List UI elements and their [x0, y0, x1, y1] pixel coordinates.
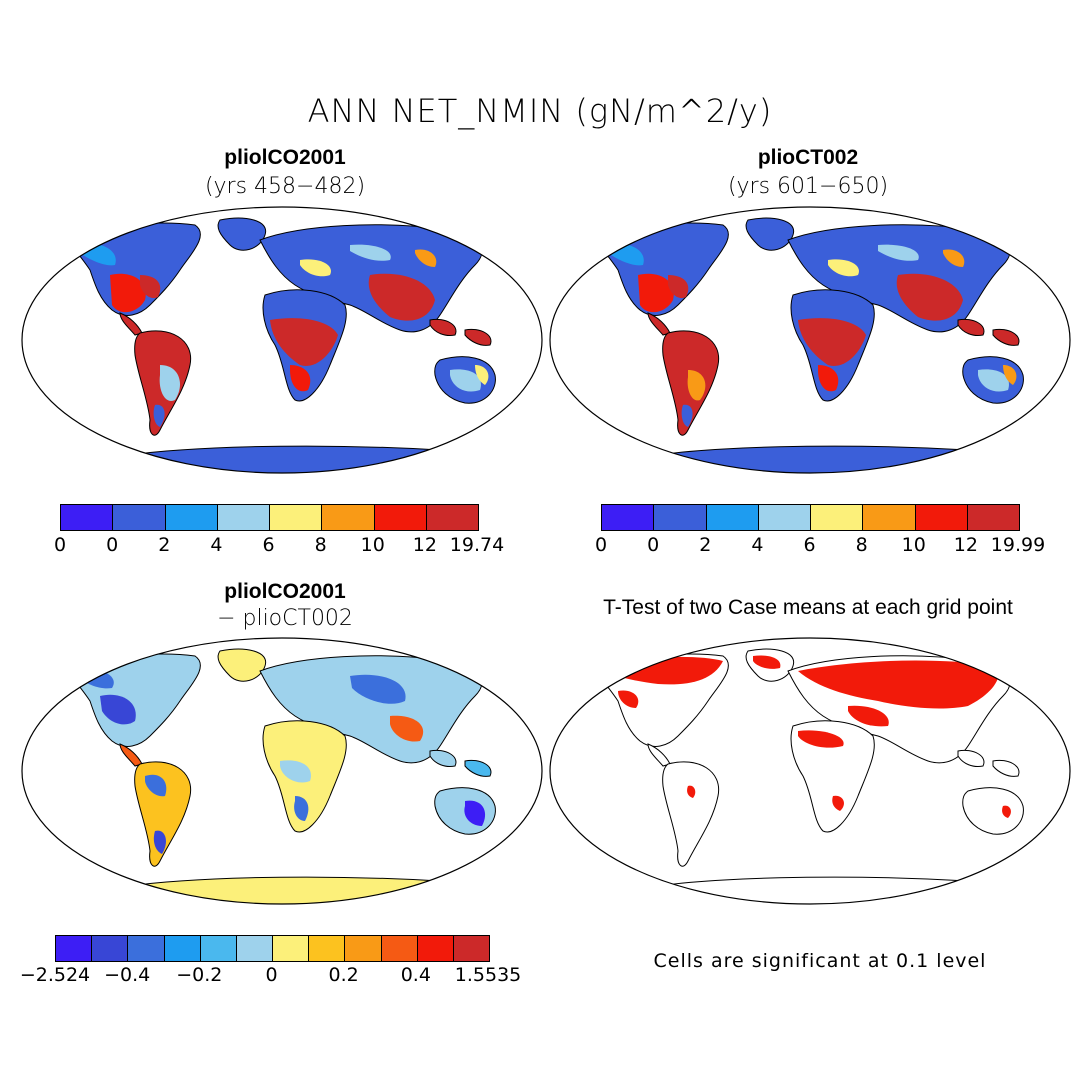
panel-2-subtitle: (yrs 601−650)	[727, 174, 889, 199]
colorbar-tick-label: 0	[106, 534, 119, 556]
colorbar-swatch	[273, 936, 310, 961]
colorbar-swatch	[236, 936, 274, 961]
map-panel-2	[549, 206, 1071, 474]
colorbar-swatch	[128, 936, 165, 961]
colorbar-tick-label: 1.5535	[454, 964, 522, 986]
colorbar-swatch	[602, 505, 655, 530]
colorbar-tick-label: 0.4	[400, 964, 431, 986]
colorbar-swatch	[345, 936, 382, 961]
colorbar-swatch	[200, 936, 237, 961]
colorbar-tick-label: −0.2	[176, 964, 223, 986]
colorbar-swatch	[915, 505, 968, 530]
colorbar-tick-label: 4	[210, 534, 223, 556]
colorbar-swatch	[92, 936, 129, 961]
colorbar-swatch	[270, 505, 323, 530]
colorbar-tick-label: 0	[265, 964, 278, 986]
colorbar-swatch	[113, 505, 166, 530]
panel-3-subtitle: − plioCT002	[217, 606, 353, 631]
colorbar-swatch	[374, 505, 427, 530]
colorbar-tick-label: 0	[594, 534, 608, 556]
significance-note: Cells are significant at 0.1 level	[653, 950, 987, 972]
panel-2-title: plioCT002	[757, 146, 859, 169]
colorbar-tick-label: 2	[699, 534, 712, 556]
colorbar-swatch	[654, 505, 707, 530]
colorbar-swatch	[811, 505, 864, 530]
colorbar-2	[601, 504, 1020, 531]
colorbar-tick-label: 0.2	[328, 964, 359, 986]
colorbar-swatch	[417, 936, 454, 961]
colorbar-tick-label: 4	[751, 534, 764, 556]
panel-1-subtitle: (yrs 458−482)	[204, 174, 366, 199]
colorbar-tick-label: 6	[803, 534, 816, 556]
panel-4-title: T-Test of two Case means at each grid po…	[603, 596, 1013, 619]
colorbar-swatch	[381, 936, 418, 961]
map-panel-4	[549, 637, 1071, 905]
colorbar-tick-label: −2.524	[19, 964, 91, 986]
colorbar-swatch	[706, 505, 759, 530]
colorbar-tick-label: 19.99	[990, 534, 1046, 556]
colorbar-swatch	[453, 936, 490, 961]
colorbar-tick-label: 10	[901, 534, 926, 556]
colorbar-1	[60, 504, 479, 531]
colorbar-swatch	[758, 505, 811, 530]
colorbar-2-ticks: 0 0 2 4 6 8 10 12 19.99	[595, 534, 1045, 558]
colorbar-swatch	[322, 505, 375, 530]
colorbar-tick-label: 10	[360, 534, 385, 556]
colorbar-tick-label: −0.4	[104, 964, 151, 986]
colorbar-swatch	[165, 505, 218, 530]
colorbar-swatch	[164, 936, 201, 961]
figure-title: ANN NET_NMIN (gN/m^2/y)	[307, 92, 773, 130]
map-panel-3	[21, 637, 543, 905]
map-panel-1	[21, 206, 543, 474]
colorbar-tick-label: 0	[647, 534, 660, 556]
colorbar-3-ticks: −2.524 −0.4 −0.2 0 0.2 0.4 1.5535	[20, 964, 521, 988]
colorbar-swatch	[217, 505, 270, 530]
colorbar-tick-label: 8	[314, 534, 327, 556]
colorbar-swatch	[426, 505, 478, 530]
colorbar-tick-label: 2	[158, 534, 171, 556]
panel-3-title: pliolCO2001	[224, 580, 346, 603]
colorbar-tick-label: 12	[412, 534, 437, 556]
colorbar-swatch	[863, 505, 916, 530]
colorbar-swatch	[61, 505, 114, 530]
panel-1-title: pliolCO2001	[224, 146, 346, 169]
colorbar-tick-label: 19.74	[449, 534, 505, 556]
colorbar-tick-label: 8	[855, 534, 868, 556]
colorbar-tick-label: 12	[953, 534, 978, 556]
colorbar-1-ticks: 0 0 2 4 6 8 10 12 19.74	[54, 534, 504, 558]
colorbar-3	[55, 935, 490, 962]
colorbar-tick-label: 0	[53, 534, 67, 556]
colorbar-swatch	[967, 505, 1019, 530]
colorbar-swatch	[56, 936, 93, 961]
colorbar-swatch	[309, 936, 346, 961]
colorbar-tick-label: 6	[262, 534, 275, 556]
